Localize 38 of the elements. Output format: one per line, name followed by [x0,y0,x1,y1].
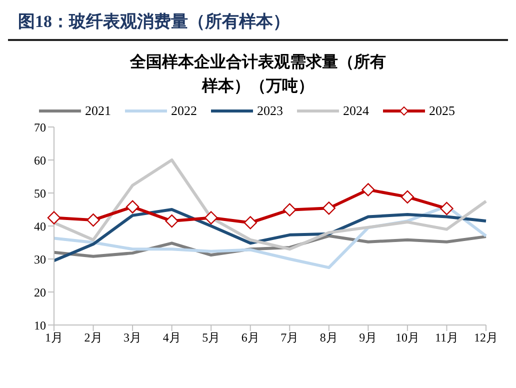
y-tick-label: 50 [34,186,46,200]
y-tick-label: 20 [34,285,46,300]
x-tick-label: 1月 [45,330,63,345]
chart-title: 图18：玻纤表观消费量（所有样本） [8,8,508,41]
legend-label: 2021 [85,103,111,119]
point [440,202,454,216]
x-tick-label: 7月 [280,330,299,345]
x-tick-label: 5月 [202,330,220,345]
x-tick-label: 12月 [474,330,498,345]
legend-label: 2023 [257,103,283,119]
point [126,200,140,214]
y-tick-label: 70 [34,120,46,134]
y-tick-label: 10 [34,318,46,332]
point [322,202,336,215]
legend-label: 2022 [171,103,197,119]
x-tick-label: 11月 [434,330,459,345]
chart-subtitle: 全国样本企业合计表观需求量（所有样本）（万吨） [128,52,387,97]
point [47,211,61,224]
legend-label: 2024 [343,103,369,119]
point [86,213,100,227]
y-tick-label: 60 [34,153,46,168]
x-tick-label: 10月 [395,330,420,345]
point [283,203,296,216]
x-tick-label: 8月 [320,330,338,345]
x-tick-label: 6月 [241,330,260,345]
line-series [52,208,488,262]
y-tick-label: 40 [34,219,46,234]
point [400,190,414,204]
point [165,214,178,228]
x-tick-label: 2月 [84,330,102,345]
x-tick-label: 3月 [124,330,142,345]
legend-label: 2025 [429,103,455,119]
point [244,216,257,230]
x-tick-label: 4月 [162,330,181,345]
point [362,183,375,196]
y-tick-label: 30 [34,252,46,266]
point [204,211,218,224]
x-tick-label: 9月 [359,330,378,345]
